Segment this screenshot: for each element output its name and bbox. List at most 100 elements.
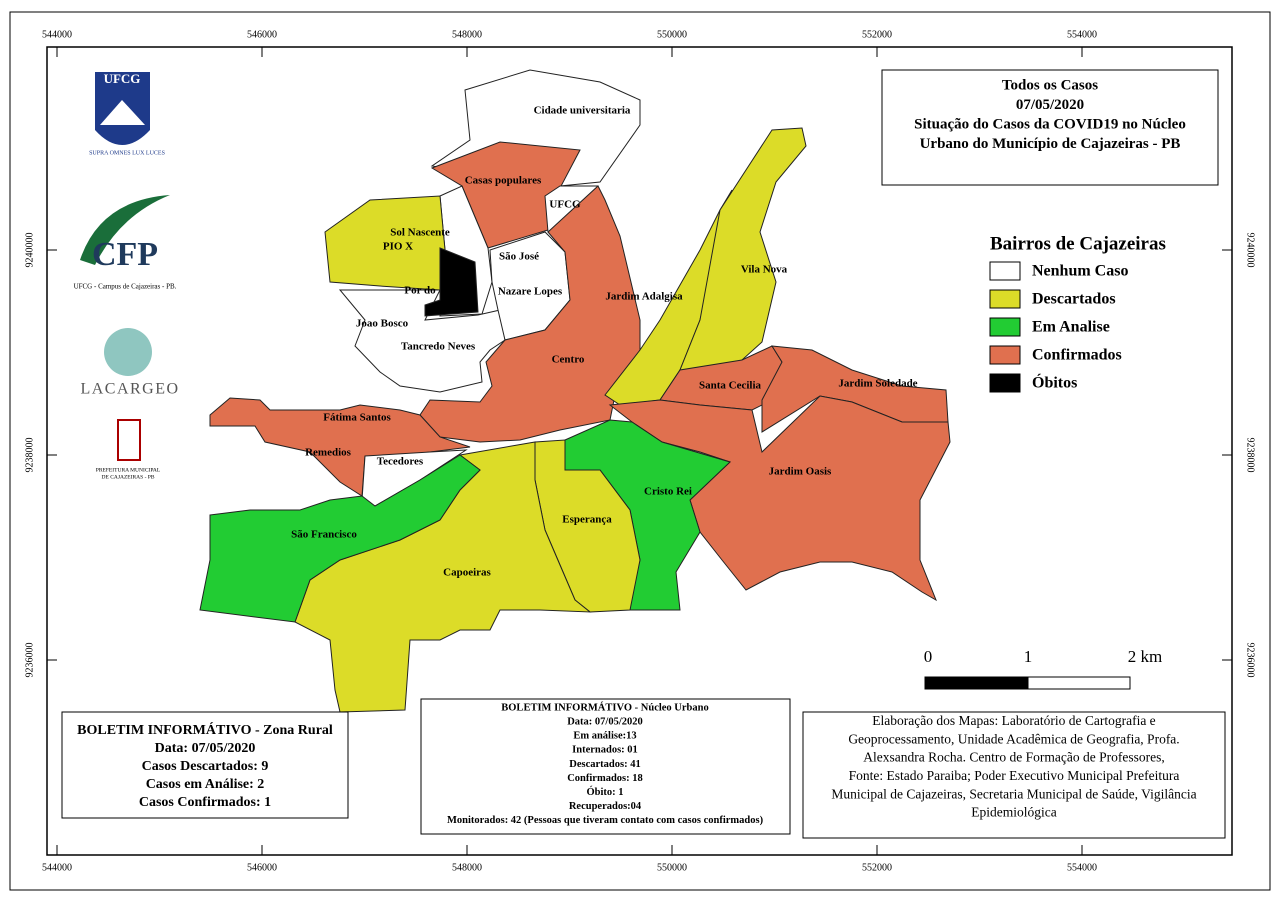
legend-title: Bairros de Cajazeiras (990, 233, 1166, 254)
cfp-caption: UFCG - Campus de Cajazeiras - PB. (74, 283, 177, 291)
credit-line: Epidemiológica (971, 805, 1056, 820)
rural-line: Casos Confirmados: 1 (139, 795, 271, 810)
rural-box (61, 711, 349, 819)
x-tick-label: 548000 (452, 862, 482, 873)
obitos-area (424, 247, 479, 317)
legend-label: Descartados (1032, 291, 1116, 308)
area (199, 454, 481, 623)
area (338, 289, 506, 393)
legend-swatch (989, 373, 1021, 393)
neighborhood-label: Tancredo Neves (401, 341, 476, 353)
neighborhood-label: Cidade universitaria (534, 105, 631, 117)
y-tick-label: 9238000 (24, 438, 35, 473)
neighborhood-label: Nazare Lopes (498, 286, 563, 298)
credit-line: Alexsandra Rocha. Centro de Formação de … (863, 750, 1164, 765)
legend-label: Confirmados (1032, 347, 1122, 364)
rural-line: Data: 07/05/2020 (155, 741, 256, 756)
urban-line: BOLETIM INFORMÁTIVO - Núcleo Urbano (501, 701, 708, 713)
scale-segment (924, 676, 1029, 690)
x-tick-label: 554000 (1067, 862, 1097, 873)
title-line: Urbano do Município de Cajazeiras - PB (920, 136, 1181, 152)
x-tick-label: 552000 (862, 862, 892, 873)
legend-swatch (989, 261, 1021, 281)
neighborhood-label: PIO X (383, 241, 413, 253)
neighborhood-label: Tecedores (377, 456, 424, 468)
x-tick-label: 548000 (452, 29, 482, 40)
neighborhood-label: São José (499, 251, 539, 263)
rural-line: BOLETIM INFORMÁTIVO - Zona Rural (77, 721, 333, 738)
prefeitura-crest (117, 419, 141, 461)
x-tick-label: 550000 (657, 29, 687, 40)
area (679, 127, 807, 371)
cfp-logo-text: CFP (92, 236, 158, 273)
ufcg-motto: SUPRA OMNES LUX LUCES (89, 150, 165, 156)
neighborhood-label: Jardim Soledade (838, 378, 917, 390)
ufcg-logo-text: UFCG (104, 71, 141, 86)
lacargeo-text: LACARGEO (80, 381, 179, 398)
title-line: Situação do Casos da COVID19 no Núcleo (914, 116, 1186, 132)
urban-box (420, 698, 791, 835)
y-tick-label: 9240000 (24, 233, 35, 268)
lacargeo-globe (104, 328, 152, 376)
y-tick-label: 9240000 (1245, 233, 1256, 268)
title-box (881, 69, 1219, 186)
neighborhood-label: Casas populares (465, 175, 542, 187)
urban-line: Confirmados: 18 (567, 773, 643, 784)
legend-swatch (989, 289, 1021, 309)
neighborhood-label: Cristo Rei (644, 486, 692, 498)
rural-line: Casos Descartados: 9 (142, 759, 269, 774)
credits-box (802, 711, 1226, 839)
y-tick-label: 9236000 (24, 643, 35, 678)
neighborhood-label: Jardim Oasis (769, 466, 832, 478)
x-tick-label: 546000 (247, 29, 277, 40)
legend-swatch (989, 345, 1021, 365)
neighborhood-label: Esperança (562, 514, 612, 526)
urban-line: Data: 07/05/2020 (567, 717, 643, 728)
x-tick-label: 550000 (657, 862, 687, 873)
x-tick-label: 552000 (862, 29, 892, 40)
neighborhood-label: Jardim Adalgisa (605, 291, 683, 303)
urban-line: Em análise:13 (573, 731, 636, 742)
title-line: Todos os Casos (1002, 77, 1098, 93)
legend-label: Óbitos (1032, 373, 1077, 392)
neighborhood-label: Capoeiras (443, 567, 491, 579)
cfp-leaf (80, 195, 170, 265)
urban-line: Monitorados: 42 (Pessoas que tiveram con… (447, 815, 764, 826)
title-line: 07/05/2020 (1016, 97, 1084, 113)
map-frame (46, 46, 1233, 856)
urban-line: Descartados: 41 (569, 759, 640, 770)
prefeitura-caption: PREFEITURA MUNICIPAL (96, 467, 161, 473)
credit-line: Elaboração dos Mapas: Laboratório de Car… (872, 713, 1155, 728)
urban-line: Internados: 01 (572, 745, 638, 756)
x-tick-label: 544000 (42, 862, 72, 873)
scale-segment (1027, 676, 1131, 690)
neighborhood-label: UFCG (549, 199, 581, 211)
neighborhood-label: Remedios (305, 447, 352, 459)
scale-label: 2 km (1128, 647, 1162, 666)
credit-line: Fonte: Estado Paraiba; Poder Executivo M… (849, 768, 1180, 783)
neighborhood-label: Fátima Santos (323, 412, 391, 424)
neighborhood-label: Por do (404, 285, 436, 297)
legend-label: Em Analise (1032, 319, 1110, 336)
credit-line: Municipal de Cajazeiras, Secretaria Muni… (831, 786, 1196, 801)
x-tick-label: 546000 (247, 862, 277, 873)
rural-line: Casos em Análise: 2 (146, 777, 265, 792)
neighborhoods (199, 69, 951, 713)
outer-frame (9, 11, 1271, 891)
scale-label: 0 (924, 647, 933, 666)
neighborhood-label: Santa Cecilia (699, 380, 762, 392)
prefeitura-caption: DE CAJAZEIRAS - PB (101, 474, 154, 480)
urban-line: Recuperados:04 (569, 801, 642, 812)
urban-line: Óbito: 1 (586, 786, 623, 798)
neighborhood-label: Centro (552, 354, 585, 366)
ufcg-mountain (100, 100, 145, 125)
neighborhood-label: Joao Bosco (356, 318, 409, 330)
area (209, 397, 471, 497)
scale-label: 1 (1024, 647, 1033, 666)
neighborhood-label: Sol Nascente (390, 227, 450, 239)
neighborhood-label: São Francisco (291, 529, 357, 541)
x-tick-label: 544000 (42, 29, 72, 40)
x-tick-label: 554000 (1067, 29, 1097, 40)
y-tick-label: 9236000 (1245, 643, 1256, 678)
